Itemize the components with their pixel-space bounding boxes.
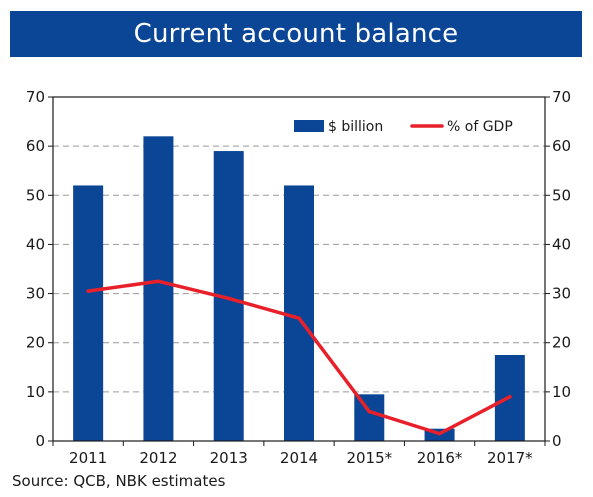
plot-frame (52, 96, 546, 442)
chart-title: Current account balance (133, 19, 459, 49)
y-tick-label-right-3: 30 (552, 285, 571, 303)
legend-label-line: % of GDP (447, 119, 513, 135)
y-tick-label-left-2: 20 (26, 334, 45, 352)
bar-3 (284, 185, 314, 441)
x-tick-label-3: 2014 (280, 449, 318, 467)
bar-1 (143, 136, 174, 442)
x-tick-label-0: 2011 (69, 449, 107, 467)
gdp-point-6 (508, 394, 512, 399)
y-tick-label-left-6: 60 (26, 137, 45, 155)
y-tick-label-left-3: 30 (26, 285, 45, 303)
gdp-point-5 (437, 431, 442, 436)
y-tick-label-right-2: 20 (552, 334, 571, 352)
gdp-point-0 (86, 289, 90, 293)
gdp-point-1 (156, 279, 161, 284)
x-tick-label-4: 2015* (346, 449, 392, 467)
y-tick-label-left-1: 10 (26, 383, 45, 401)
gdp-point-4 (367, 409, 372, 414)
y-tick-label-right-7: 70 (552, 88, 571, 106)
y-tick-label-right-4: 40 (552, 235, 571, 253)
x-tick-label-2: 2013 (210, 449, 248, 467)
y-tick-label-right-0: 0 (552, 432, 562, 450)
y-tick-label-right-5: 50 (552, 186, 571, 204)
legend-swatch-bar (294, 120, 324, 132)
y-tick-label-left-0: 0 (35, 432, 45, 450)
y-tick-label-left-5: 50 (26, 186, 45, 204)
bar-4 (354, 394, 385, 441)
x-tick-label-5: 2016* (417, 449, 463, 467)
chart-title-bar: Current account balance (10, 11, 582, 57)
source-note: Source: QCB, NBK estimates (12, 472, 226, 490)
bar-0 (73, 185, 104, 441)
gdp-point-3 (297, 316, 301, 320)
y-tick-label-left-4: 40 (26, 235, 45, 253)
x-tick-label-6: 2017* (487, 449, 533, 467)
gdp-point-2 (226, 296, 231, 301)
y-tick-label-left-7: 70 (26, 88, 45, 106)
y-tick-label-right-6: 60 (552, 137, 571, 155)
y-tick-label-right-1: 10 (552, 383, 571, 401)
legend-label-bar: $ billion (328, 119, 383, 135)
x-tick-label-1: 2012 (139, 449, 177, 467)
